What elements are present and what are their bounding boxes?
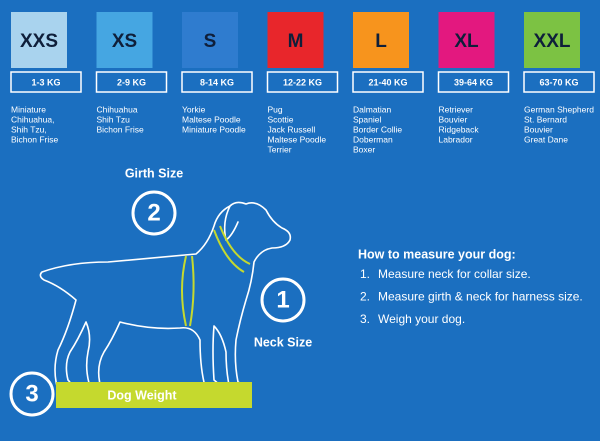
- breed: Scottie: [268, 114, 294, 124]
- weight-label: 2-9 KG: [117, 77, 146, 87]
- step-circle: [9, 371, 55, 417]
- breed: Bichon Frise: [97, 124, 145, 134]
- girth-label: Girth Size: [125, 166, 183, 180]
- breed: Bouvier: [524, 124, 553, 134]
- instruction-text: Weigh your dog.: [378, 312, 465, 326]
- harness: [181, 225, 251, 327]
- weight-label: 63-70 KG: [539, 77, 578, 87]
- size-label: XXL: [534, 31, 571, 52]
- weight-label: 8-14 KG: [200, 77, 234, 87]
- breed: Dalmatian: [353, 104, 392, 114]
- breed: Doberman: [353, 134, 393, 144]
- breed: Retriever: [439, 104, 474, 114]
- weight-box: [437, 71, 510, 93]
- weight-box: [10, 71, 82, 93]
- instruction-text: Measure neck for collar size.: [378, 267, 531, 281]
- breed: Miniature: [11, 104, 46, 114]
- breed: Labrador: [439, 134, 473, 144]
- breed: Maltese Poodle: [182, 114, 241, 124]
- size-label: S: [204, 31, 217, 52]
- weight-box: [352, 71, 424, 93]
- breed: Jack Russell: [268, 124, 316, 134]
- size-swatch: [182, 12, 238, 68]
- instructions-heading: How to measure your dog:: [358, 247, 516, 261]
- breed: Chihuahua: [97, 104, 138, 114]
- size-swatch: [524, 12, 580, 68]
- size-swatch: [267, 12, 324, 68]
- weight-label: 1-3 KG: [31, 77, 60, 87]
- weight-bar: [56, 382, 252, 408]
- size-label: XS: [112, 31, 137, 52]
- breed: Ridgeback: [439, 124, 480, 134]
- size-swatch: [96, 12, 153, 68]
- size-swatch: [438, 12, 495, 68]
- breed: Miniature Poodle: [182, 124, 246, 134]
- size-label: XL: [454, 31, 479, 52]
- breed: German Shepherd: [524, 104, 594, 114]
- instruction-number: 3.: [360, 312, 370, 326]
- breed: Bichon Frise: [11, 134, 59, 144]
- size-swatch: [11, 12, 67, 68]
- breed: Pug: [268, 104, 283, 114]
- breed: Shih Tzu,: [11, 124, 47, 134]
- step-circle: [260, 277, 306, 323]
- weight-bar-label: Dog Weight: [107, 388, 177, 402]
- breed: Yorkie: [182, 104, 206, 114]
- weight-box: [266, 71, 339, 93]
- breed: Maltese Poodle: [268, 134, 327, 144]
- breed: Bouvier: [439, 114, 468, 124]
- weight-box: [181, 71, 253, 93]
- step-number: 2: [147, 199, 160, 226]
- breed: Terrier: [268, 144, 292, 154]
- weight-box: [95, 71, 168, 93]
- breed: Spaniel: [353, 114, 381, 124]
- size-swatch: [353, 12, 409, 68]
- weight-label: 12-22 KG: [283, 77, 322, 87]
- breed: Great Dane: [524, 134, 568, 144]
- breed: St. Bernard: [524, 114, 567, 124]
- breed: Chihuahua,: [11, 114, 54, 124]
- step-number: 1: [276, 286, 289, 313]
- instruction-text: Measure girth & neck for harness size.: [378, 290, 583, 304]
- size-label: M: [288, 31, 304, 52]
- instruction-number: 1.: [360, 267, 370, 281]
- step-number: 3: [25, 380, 38, 407]
- breed: Shih Tzu: [97, 114, 131, 124]
- weight-label: 21-40 KG: [368, 77, 407, 87]
- breed: Border Collie: [353, 124, 402, 134]
- weight-box: [523, 71, 595, 93]
- instruction-number: 2.: [360, 290, 370, 304]
- breed: Boxer: [353, 144, 375, 154]
- size-label: L: [375, 31, 387, 52]
- size-label: XXS: [20, 31, 58, 52]
- neck-label: Neck Size: [254, 335, 312, 349]
- step-circle: [131, 190, 177, 236]
- weight-label: 39-64 KG: [454, 77, 493, 87]
